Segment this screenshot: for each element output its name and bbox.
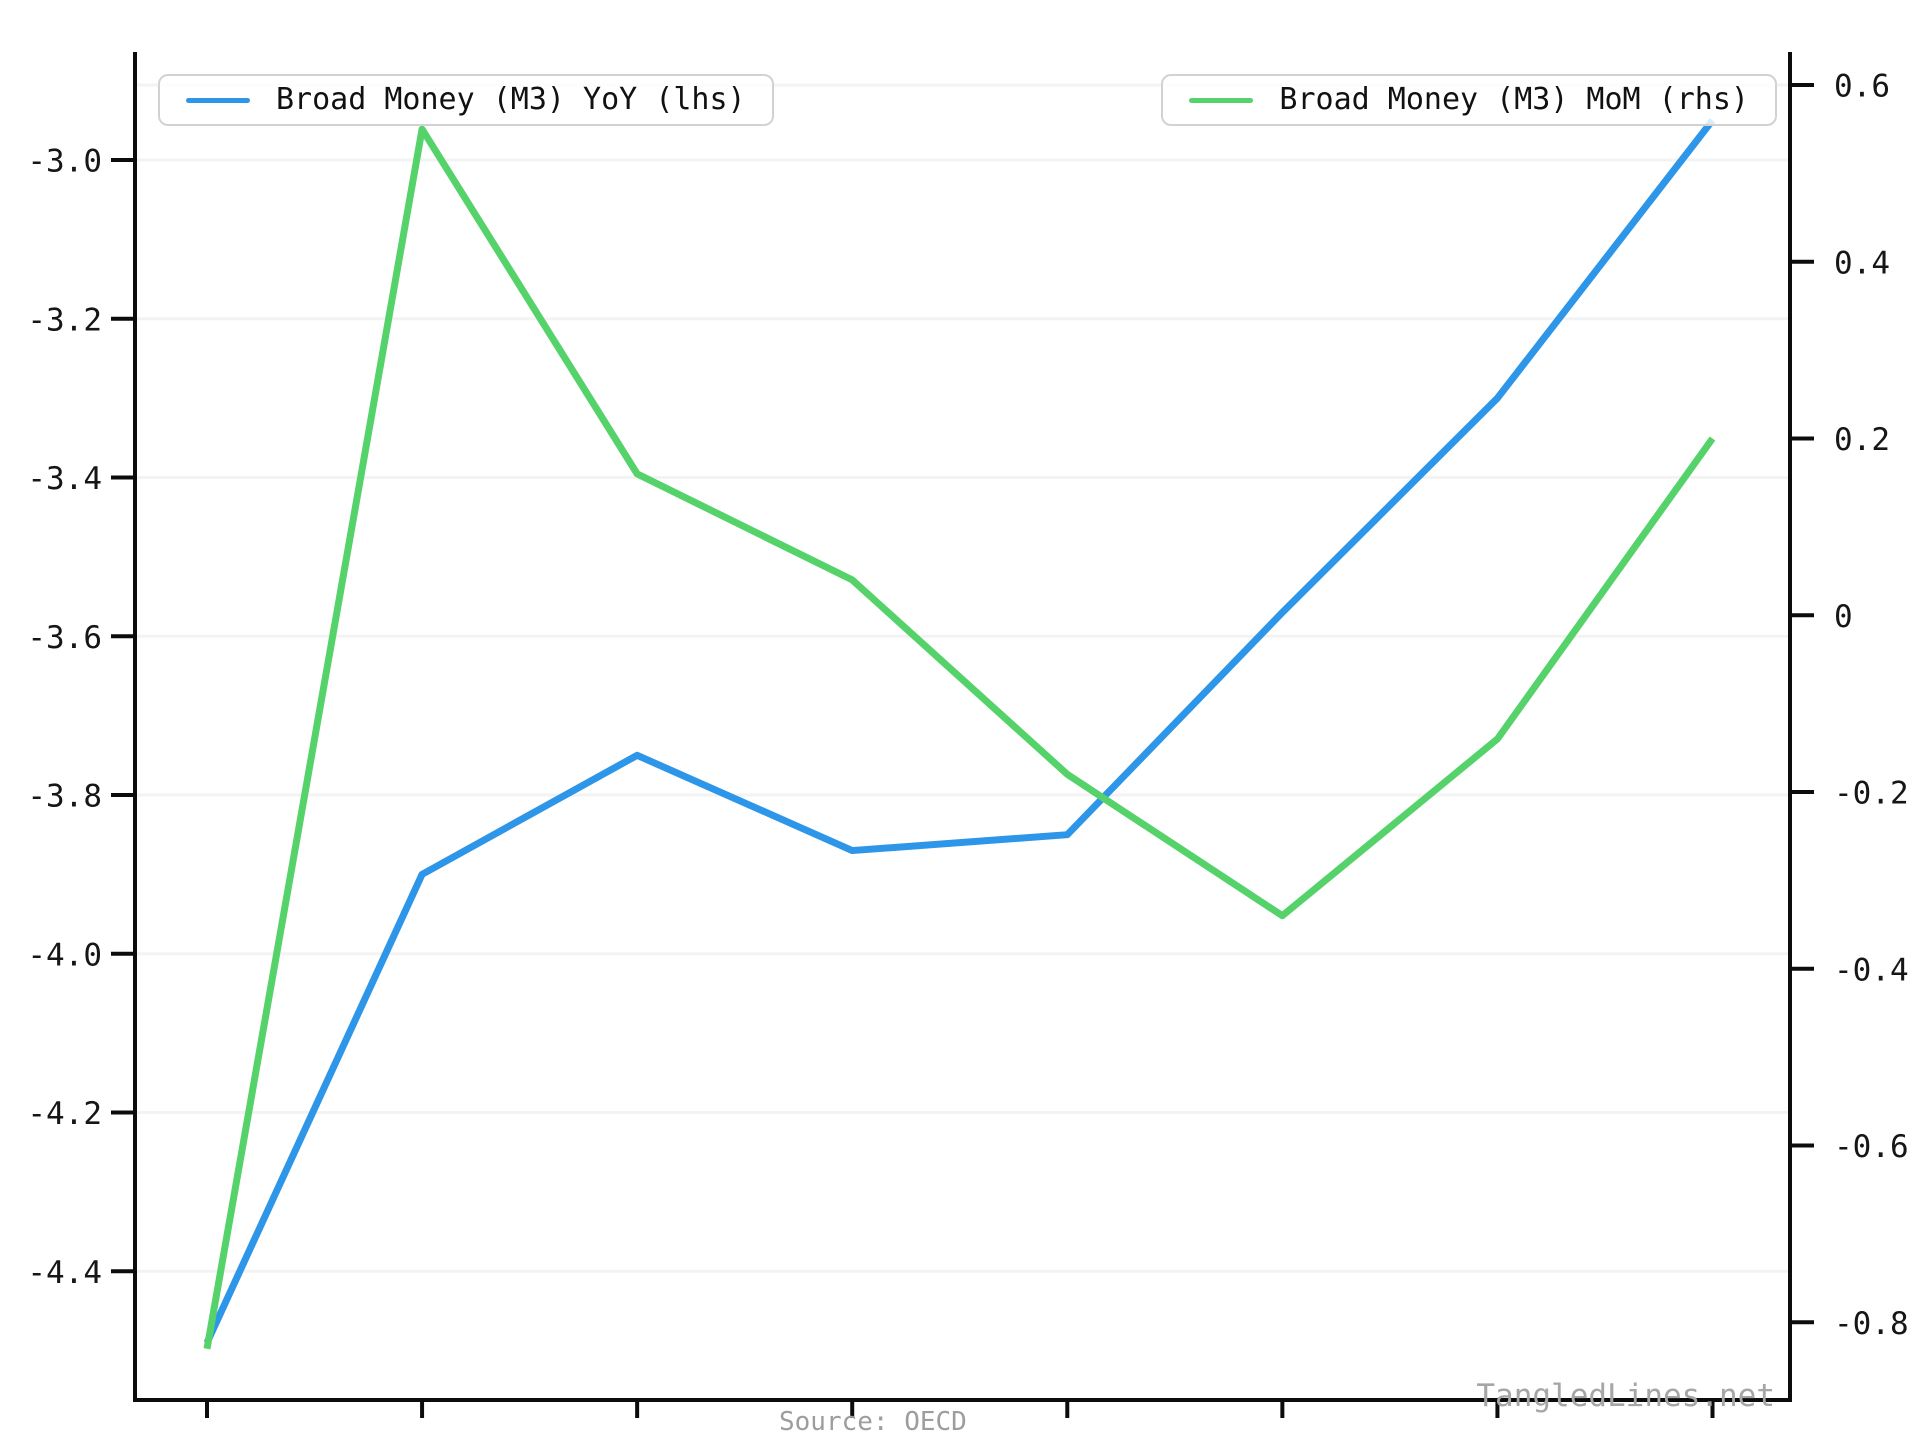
right-tick-label: -0.4 [1834, 952, 1909, 988]
left-axis: -3.0 -3.2 -3.4 -3.6 -3.8 -4.0 -4.2 -4.4 [27, 144, 133, 1291]
left-tick-label: -4.0 [27, 937, 102, 973]
source-note: Source: OECD [779, 1407, 967, 1437]
legend-yoy: Broad Money (M3) YoY (lhs) [158, 74, 774, 126]
right-tick-label: 0.4 [1834, 245, 1890, 281]
bottom-axis [205, 1402, 1715, 1418]
left-tick-label: -3.6 [27, 620, 102, 656]
legend-line-sample-yoy [186, 97, 250, 103]
left-tick-label: -3.8 [27, 779, 102, 815]
right-tick-label: 0.6 [1834, 69, 1890, 105]
left-tick-label: -3.2 [27, 302, 102, 338]
right-tick-label: -0.6 [1834, 1129, 1909, 1165]
right-tick-label: -0.2 [1834, 776, 1909, 812]
line-series-0 [203, 118, 1716, 1345]
left-tick-label: -3.4 [27, 461, 102, 497]
axes-spines [133, 52, 1792, 1402]
legend-label-mom: Broad Money (M3) MoM (rhs) [1279, 82, 1749, 117]
left-tick-label: -3.0 [27, 144, 102, 180]
line-series-1 [203, 125, 1716, 1350]
left-tick-label: -4.2 [27, 1096, 102, 1132]
legend-line-sample-mom [1189, 97, 1254, 103]
legend-mom: Broad Money (M3) MoM (rhs) [1161, 74, 1777, 126]
right-tick-label: 0 [1834, 599, 1853, 635]
left-tick-label: -4.4 [27, 1255, 102, 1291]
data-lines [203, 118, 1716, 1350]
legend-label-yoy: Broad Money (M3) YoY (lhs) [276, 82, 746, 117]
watermark: TangledLines.net [1476, 1378, 1775, 1414]
gridlines [137, 83, 1788, 1273]
right-tick-label: -0.8 [1834, 1306, 1909, 1342]
right-axis: 0.6 0.4 0.2 0 -0.2 -0.4 -0.6 -0.8 [1792, 69, 1909, 1342]
right-tick-label: 0.2 [1834, 422, 1890, 458]
